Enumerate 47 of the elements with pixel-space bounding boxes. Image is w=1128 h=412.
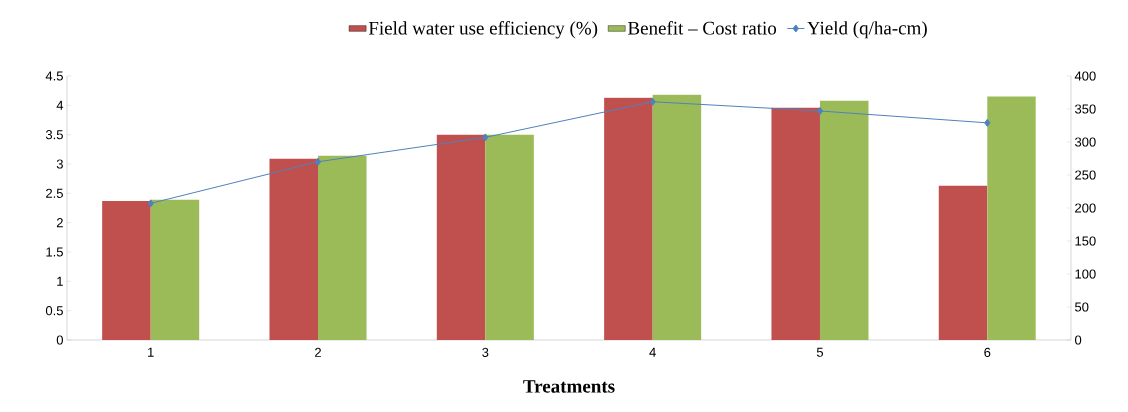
y2-tick-label: 0 [1075, 335, 1082, 345]
legend-label: Field water use efficiency (%) [368, 21, 598, 39]
y2-tick-label: 50 [1075, 302, 1089, 312]
bar [652, 94, 702, 340]
legend-label: Yield (q/ha-cm) [807, 21, 927, 39]
y-tick-label: 1 [57, 276, 63, 286]
y2-tick-label: 250 [1075, 170, 1096, 180]
x-axis-title: Treatments [523, 380, 615, 393]
y2-tick-label: 150 [1075, 236, 1096, 246]
y-tick-label: 2 [56, 218, 63, 228]
bar [269, 158, 318, 340]
y-tick-label: 1.5 [46, 247, 63, 257]
bar [987, 96, 1036, 340]
y-tick-label: 0 [56, 335, 63, 345]
y2-tick-label: 350 [1075, 104, 1096, 114]
y2-tick-label: 400 [1074, 71, 1096, 81]
bar [102, 200, 151, 340]
point [482, 133, 489, 142]
y2-tick-label: 100 [1075, 269, 1096, 279]
x-tick-label: 1 [148, 347, 154, 357]
bar [318, 155, 367, 340]
bar [771, 107, 820, 340]
x-tick-label: 4 [649, 347, 656, 357]
y-tick-label: 4.5 [45, 71, 63, 81]
point [816, 106, 824, 115]
x-tick-label: 5 [816, 347, 824, 357]
y-tick-label: 0.5 [45, 306, 63, 316]
bar [819, 100, 869, 340]
point [147, 199, 154, 208]
bar [938, 185, 988, 340]
y-tick-label: 3 [56, 159, 63, 169]
y2-tick-label: 200 [1075, 203, 1096, 213]
bar [485, 134, 534, 340]
bar [604, 97, 653, 340]
y-tick-label: 2.5 [46, 188, 63, 198]
bar [150, 199, 200, 340]
point [984, 118, 991, 127]
x-tick-label: 6 [984, 347, 991, 357]
point [314, 157, 322, 166]
bar [436, 134, 486, 340]
point [649, 97, 656, 106]
legend-label: Benefit – Cost ratio [628, 21, 777, 35]
x-tick-label: 3 [482, 347, 489, 357]
y-tick-label: 4 [56, 100, 64, 110]
x-tick-label: 2 [315, 347, 321, 357]
y-tick-label: 3.5 [45, 130, 63, 140]
y2-tick-label: 300 [1075, 137, 1096, 147]
